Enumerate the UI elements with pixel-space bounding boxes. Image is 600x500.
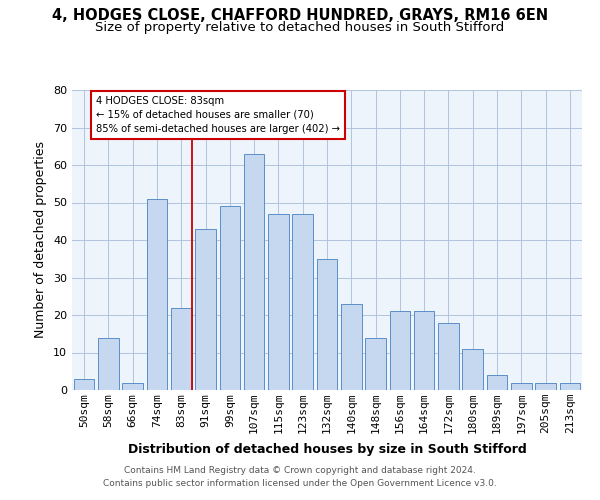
Bar xyxy=(122,382,143,390)
Text: Distribution of detached houses by size in South Stifford: Distribution of detached houses by size … xyxy=(128,442,526,456)
Text: 4 HODGES CLOSE: 83sqm
← 15% of detached houses are smaller (70)
85% of semi-deta: 4 HODGES CLOSE: 83sqm ← 15% of detached … xyxy=(96,96,340,134)
Y-axis label: Number of detached properties: Number of detached properties xyxy=(34,142,47,338)
Bar xyxy=(389,311,410,390)
Text: Size of property relative to detached houses in South Stifford: Size of property relative to detached ho… xyxy=(95,21,505,34)
Bar xyxy=(292,214,313,390)
Bar xyxy=(146,198,167,390)
Bar xyxy=(171,308,191,390)
Bar xyxy=(560,382,580,390)
Bar xyxy=(98,338,119,390)
Bar xyxy=(341,304,362,390)
Bar xyxy=(511,382,532,390)
Bar xyxy=(268,214,289,390)
Bar xyxy=(220,206,240,390)
Bar xyxy=(535,382,556,390)
Bar xyxy=(365,338,386,390)
Bar xyxy=(195,229,216,390)
Bar xyxy=(74,379,94,390)
Text: 4, HODGES CLOSE, CHAFFORD HUNDRED, GRAYS, RM16 6EN: 4, HODGES CLOSE, CHAFFORD HUNDRED, GRAYS… xyxy=(52,8,548,22)
Bar xyxy=(317,259,337,390)
Bar xyxy=(414,311,434,390)
Bar xyxy=(463,349,483,390)
Bar xyxy=(487,375,508,390)
Bar xyxy=(438,322,459,390)
Text: Contains HM Land Registry data © Crown copyright and database right 2024.
Contai: Contains HM Land Registry data © Crown c… xyxy=(103,466,497,487)
Bar xyxy=(244,154,265,390)
